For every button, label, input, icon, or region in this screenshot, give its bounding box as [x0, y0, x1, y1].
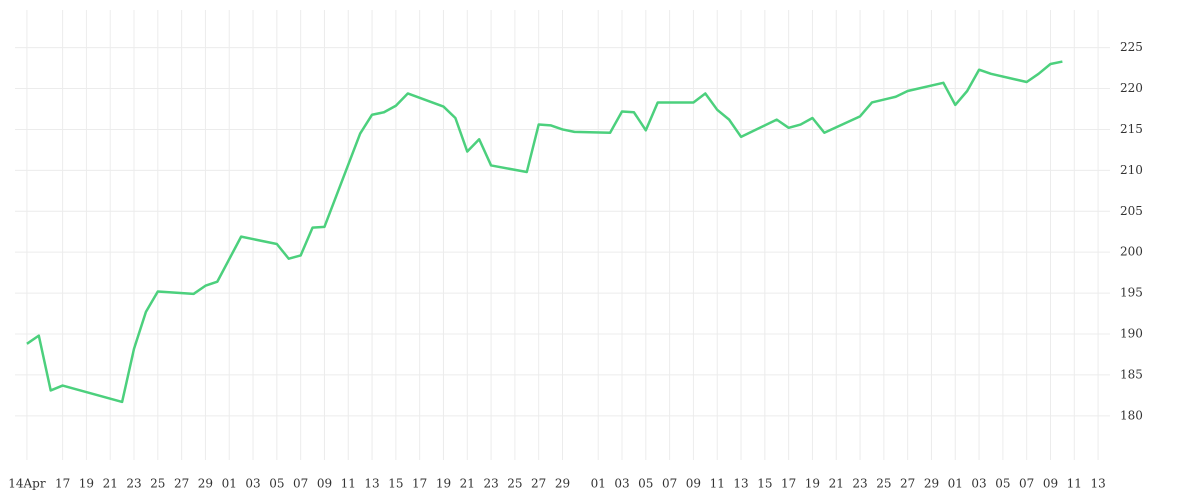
x-tick-label: 25: [876, 477, 891, 491]
x-tick-label: 19: [805, 477, 820, 491]
x-tick-label: 01: [222, 477, 237, 491]
x-tick-label: 03: [245, 477, 260, 491]
x-tick-label: 11: [1067, 477, 1082, 491]
y-tick-label: 215: [1120, 122, 1143, 136]
x-tick-label: 15: [388, 477, 403, 491]
y-tick-label: 225: [1120, 40, 1143, 54]
x-tick-label: 21: [829, 477, 844, 491]
x-tick-label: 27: [531, 477, 546, 491]
x-tick-label: 13: [364, 477, 379, 491]
x-tick-label: 15: [757, 477, 772, 491]
x-tick-label: 09: [686, 477, 701, 491]
x-tick-label: 29: [555, 477, 570, 491]
x-tick-label: 17: [55, 477, 70, 491]
x-tick-label: 29: [924, 477, 939, 491]
y-tick-label: 195: [1120, 286, 1143, 300]
x-tick-label: 05: [995, 477, 1010, 491]
x-tick-label: 13: [1090, 477, 1105, 491]
x-tick-label: 25: [507, 477, 522, 491]
x-tick-label: 03: [971, 477, 986, 491]
y-tick-label: 205: [1120, 204, 1143, 218]
x-tick-label: 17: [412, 477, 427, 491]
y-tick-label: 185: [1120, 367, 1143, 381]
x-tick-label: 09: [317, 477, 332, 491]
x-tick-label: 11: [710, 477, 725, 491]
x-tick-label: 23: [126, 477, 141, 491]
y-tick-label: 190: [1120, 327, 1143, 341]
x-tick-label: 01: [948, 477, 963, 491]
x-tick-label: 07: [293, 477, 308, 491]
y-tick-label: 220: [1120, 81, 1143, 95]
x-tick-label: 19: [79, 477, 94, 491]
x-tick-label: 21: [460, 477, 475, 491]
x-tick-label: 05: [269, 477, 284, 491]
x-tick-label: 13: [733, 477, 748, 491]
x-tick-label: 27: [174, 477, 189, 491]
x-tick-label: 03: [614, 477, 629, 491]
x-tick-label: 01: [591, 477, 606, 491]
x-tick-label: 19: [436, 477, 451, 491]
x-tick-label: 29: [198, 477, 213, 491]
x-tick-label: 23: [852, 477, 867, 491]
x-tick-label: 27: [900, 477, 915, 491]
x-tick-label: 23: [483, 477, 498, 491]
x-tick-label: 17: [781, 477, 796, 491]
line: [26, 60, 1063, 404]
y-tick-label: 200: [1120, 245, 1143, 259]
x-tick-label: 11: [341, 477, 356, 491]
x-tick-label: 07: [662, 477, 677, 491]
x-tick-label: 05: [638, 477, 653, 491]
x-tick-label: 14Apr: [8, 477, 46, 491]
x-tick-label: 25: [150, 477, 165, 491]
x-tick-label: 21: [103, 477, 118, 491]
x-tick-label: 09: [1043, 477, 1058, 491]
x-tick-label: 07: [1019, 477, 1034, 491]
y-tick-label: 210: [1120, 163, 1143, 177]
y-tick-label: 180: [1120, 408, 1143, 422]
